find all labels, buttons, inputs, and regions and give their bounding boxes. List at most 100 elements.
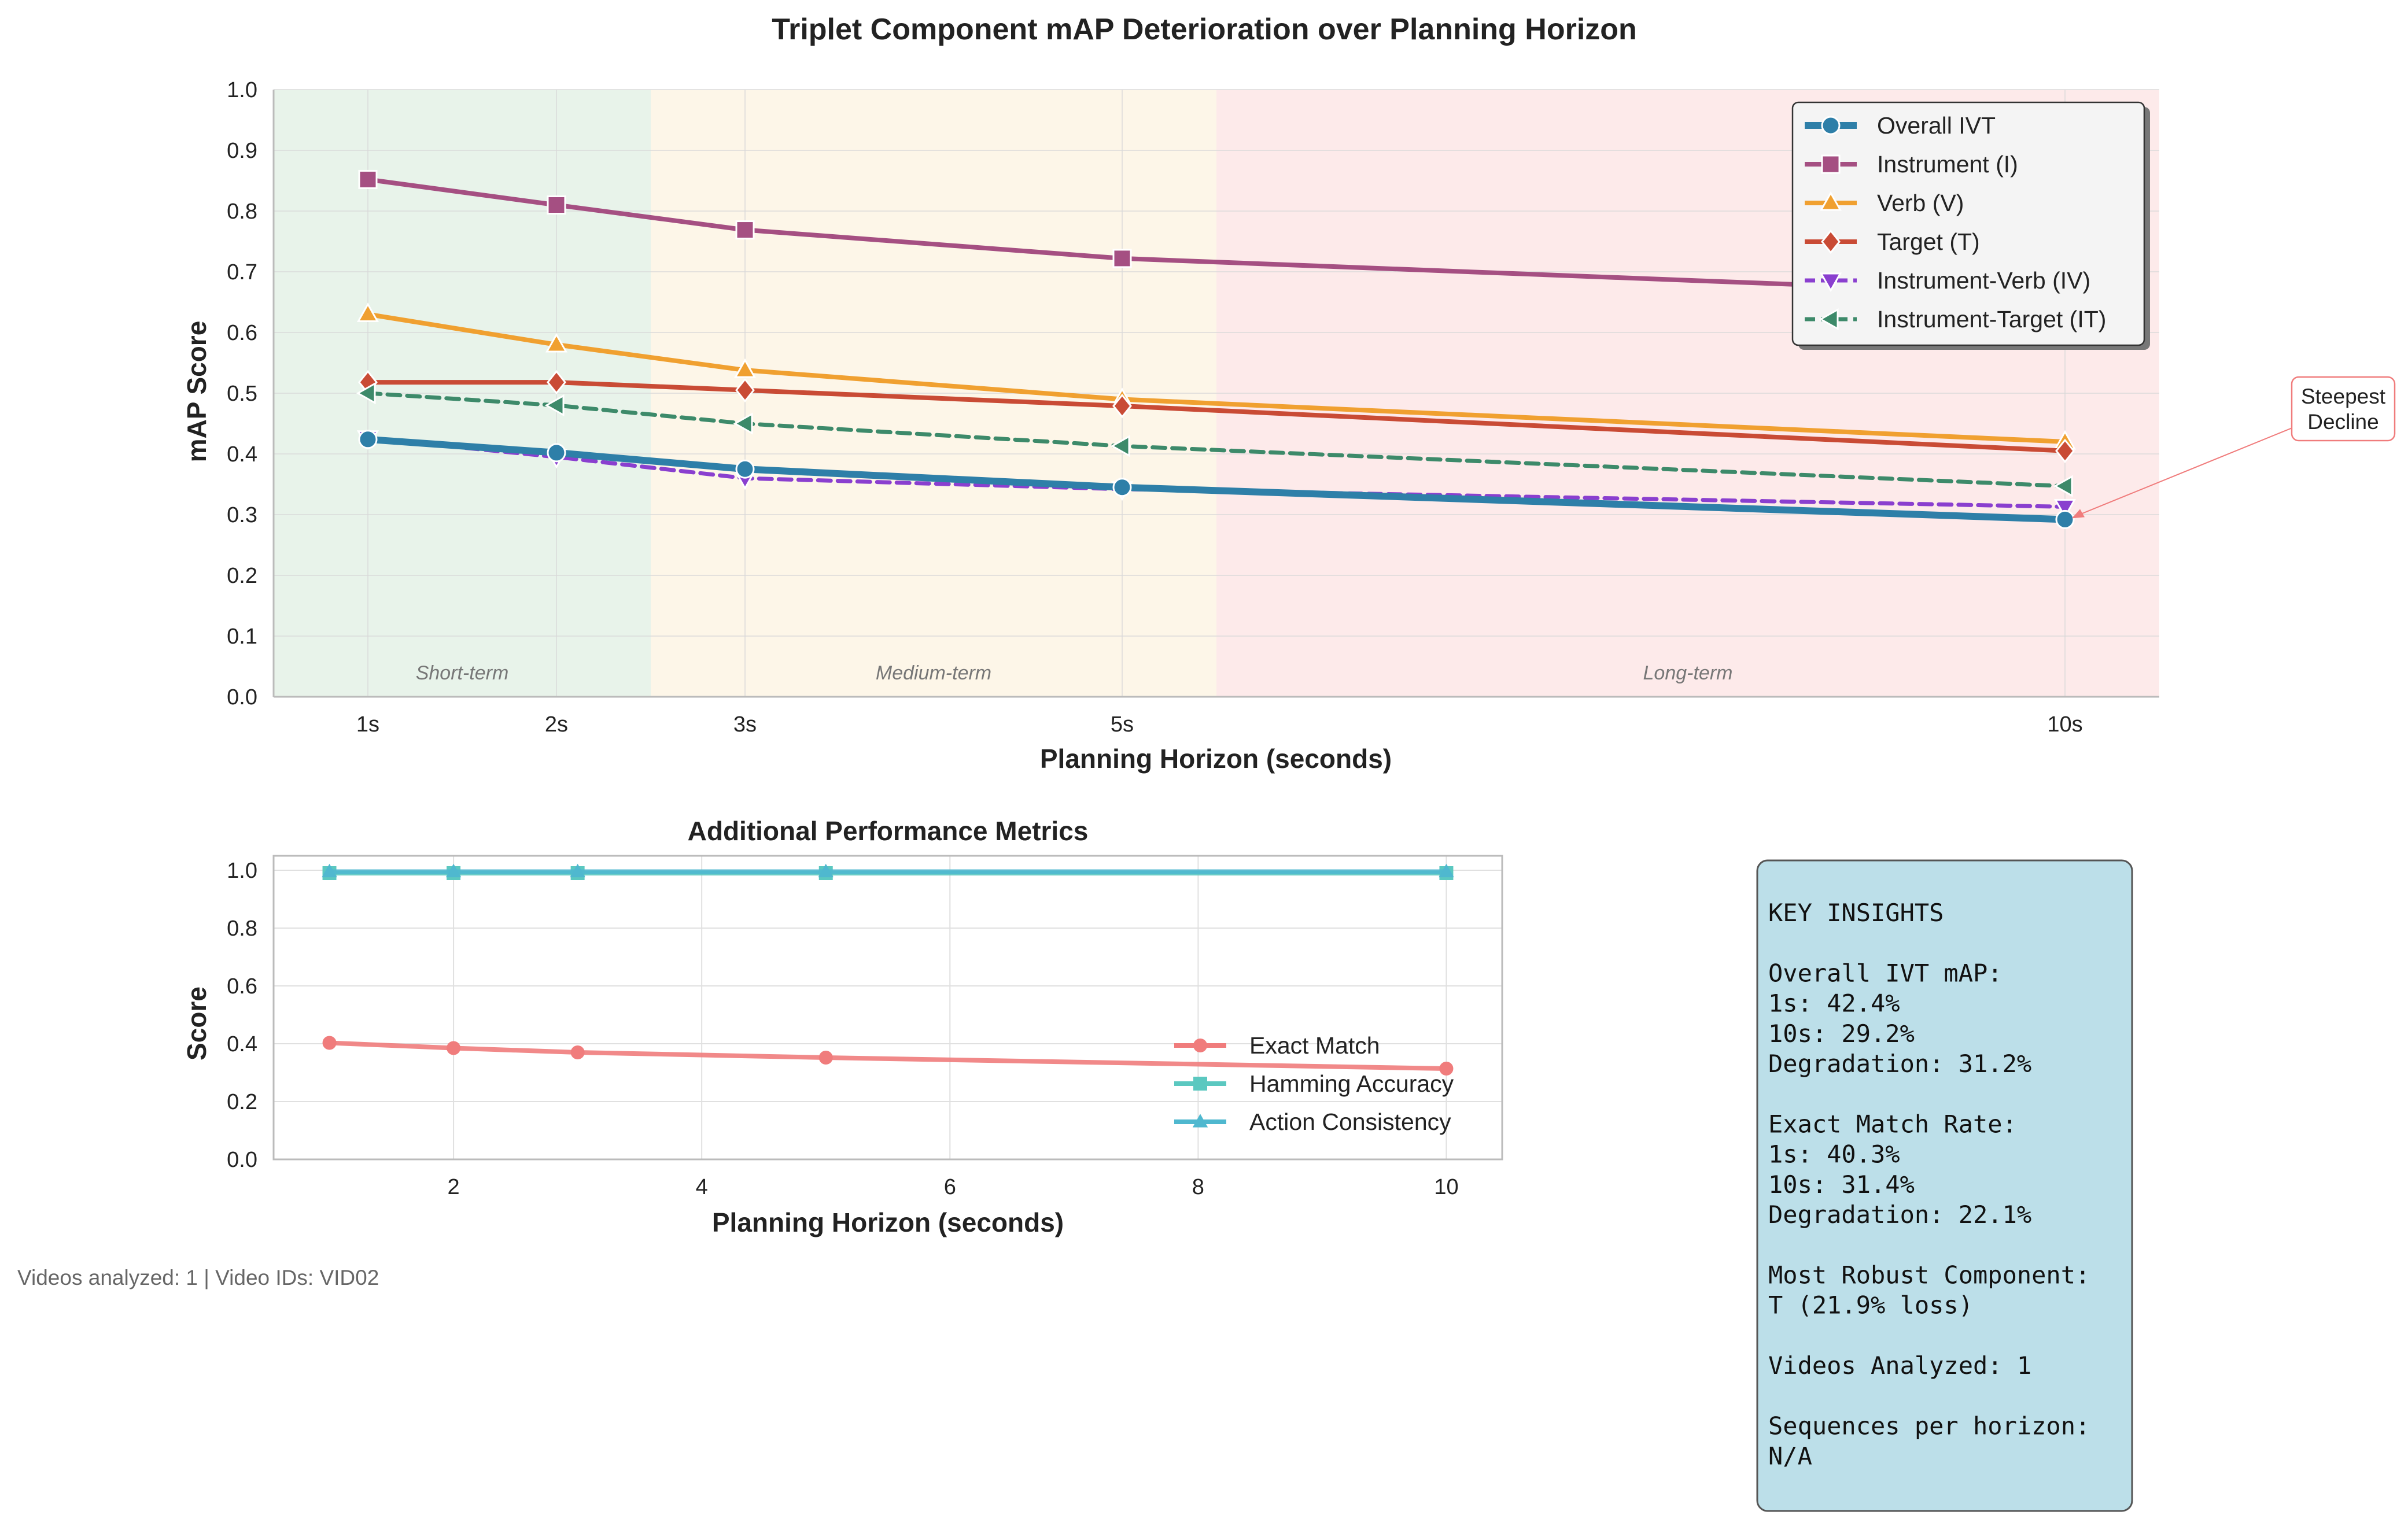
sub-y-tick-label: 0.0 — [227, 1148, 257, 1172]
legend-marker-5 — [1819, 308, 1839, 331]
x-tick-label: 5s — [1111, 712, 1134, 737]
sub-x-tick-label: 2 — [448, 1175, 460, 1199]
data-point-0-3 — [1112, 478, 1132, 497]
data-point-0-1 — [547, 443, 566, 463]
legend-label-2: Verb (V) — [1877, 190, 1964, 216]
sub-chart: 0.0 0.2 0.4 0.6 0.8 1.0 2 4 6 8 10 — [227, 855, 1503, 1199]
main-legend: Overall IVT Instrument (I) Verb (V) Target … — [1791, 101, 2150, 350]
sub-y-tick-label: 0.6 — [227, 974, 257, 999]
legend-label-1: Instrument (I) — [1877, 151, 2018, 178]
y-tick-label: 0.6 — [227, 321, 257, 345]
sub-legend-marker-2 — [1192, 1114, 1208, 1128]
annotation-arrow — [2073, 424, 2300, 518]
insight-line: Degradation: 31.2% — [1768, 1050, 2031, 1078]
sub-ylabel: Score — [182, 986, 212, 1060]
y-tick-label: 1.0 — [227, 78, 257, 102]
sub-x-tick-label: 8 — [1192, 1175, 1204, 1199]
x-tick-label: 3s — [733, 712, 757, 737]
data-point-3-1 — [547, 369, 566, 395]
main-xlabel: Planning Horizon (seconds) — [1040, 744, 1392, 774]
data-point-0-0 — [358, 430, 378, 449]
insight-line: Sequences per horizon: — [1768, 1411, 2090, 1440]
sub-data-point-2-1 — [445, 863, 462, 878]
x-tick-label: 10s — [2047, 712, 2082, 737]
sub-legend-label-2: Action Consistency — [1249, 1108, 1451, 1135]
data-point-2-0 — [356, 302, 379, 322]
x-tick-label: 2s — [545, 712, 568, 737]
sub-legend-label-1: Hamming Accuracy — [1249, 1070, 1454, 1097]
y-tick-label: 0.8 — [227, 199, 257, 224]
annotation-text-line1: Steepest — [2301, 385, 2386, 408]
sub-legend-label-0: Exact Match — [1249, 1032, 1380, 1059]
insight-line: KEY INSIGHTS — [1768, 899, 1944, 927]
region-label-0: Short-term — [416, 662, 509, 684]
sub-data-point-2-2 — [570, 863, 585, 878]
insight-line: 10s: 29.2% — [1768, 1019, 1915, 1048]
data-point-1-1 — [547, 195, 566, 215]
y-tick-label: 0.2 — [227, 564, 257, 588]
data-point-1-0 — [358, 169, 378, 189]
legend-marker-2 — [1819, 191, 1842, 211]
legend-marker-1 — [1821, 154, 1841, 174]
data-point-3-4 — [2055, 438, 2075, 463]
legend-marker-4 — [1819, 272, 1842, 293]
main-ylabel: mAP Score — [182, 321, 212, 463]
data-point-3-3 — [1112, 393, 1132, 419]
y-tick-label: 0.7 — [227, 260, 257, 284]
main-chart-title: Triplet Component mAP Deterioration over… — [772, 13, 1637, 46]
sub-chart-title: Additional Performance Metrics — [688, 816, 1089, 846]
data-point-5-0 — [356, 382, 376, 405]
sub-data-point-0-3 — [818, 1051, 833, 1065]
insight-line: 10s: 31.4% — [1768, 1170, 1915, 1199]
insight-line: N/A — [1768, 1442, 1812, 1470]
sub-legend: Exact Match Hamming Accuracy Action Consis… — [1174, 1032, 1454, 1135]
y-tick-label: 0.3 — [227, 503, 257, 527]
sub-plot-frame — [272, 855, 1503, 1161]
sub-data-point-0-4 — [1439, 1062, 1454, 1076]
data-point-4-4 — [2053, 498, 2077, 519]
insight-line: Most Robust Component: — [1768, 1261, 2090, 1289]
sub-legend-marker-1 — [1193, 1077, 1207, 1091]
legend-label-0: Overall IVT — [1877, 112, 1996, 139]
sub-data-point-0-2 — [570, 1045, 585, 1059]
sub-x-tick-label: 10 — [1434, 1175, 1458, 1199]
legend-marker-0 — [1821, 116, 1841, 135]
insight-line: 1s: 42.4% — [1768, 989, 1900, 1018]
sub-data-point-2-0 — [322, 863, 337, 878]
region-label-1: Medium-term — [876, 662, 991, 684]
data-point-1-2 — [735, 220, 755, 240]
y-tick-label: 0.1 — [227, 625, 257, 649]
data-point-2-1 — [545, 332, 568, 353]
insight-line: 1s: 40.3% — [1768, 1140, 1900, 1169]
sub-x-tick-label: 4 — [696, 1175, 708, 1199]
data-point-5-4 — [2053, 475, 2073, 497]
y-tick-label: 0.9 — [227, 139, 257, 163]
legend-label-4: Instrument-Verb (IV) — [1877, 267, 2090, 294]
data-point-5-3 — [1110, 435, 1130, 457]
sub-data-point-2-3 — [818, 863, 834, 878]
legend-label-5: Instrument-Target (IT) — [1877, 306, 2106, 332]
sub-legend-marker-0 — [1193, 1039, 1207, 1052]
sub-xlabel: Planning Horizon (seconds) — [712, 1207, 1064, 1237]
footer-text: Videos analyzed: 1 | Video IDs: VID02 — [17, 1266, 379, 1289]
insight-line: Videos Analyzed: 1 — [1768, 1351, 2031, 1380]
insight-line: Overall IVT mAP: — [1768, 959, 2003, 987]
legend-box — [1791, 101, 2145, 346]
data-point-0-2 — [735, 459, 755, 479]
y-tick-label: 0.4 — [227, 442, 257, 467]
sub-x-tick-label: 6 — [944, 1175, 956, 1199]
region-label-2: Long-term — [1643, 662, 1733, 684]
legend-marker-3 — [1821, 229, 1841, 254]
data-point-5-1 — [544, 394, 565, 417]
data-point-5-2 — [733, 412, 753, 435]
annotation-arrowhead — [2072, 509, 2085, 519]
sub-y-tick-label: 0.8 — [227, 917, 257, 941]
sub-y-tick-label: 1.0 — [227, 859, 257, 883]
y-tick-label: 0.0 — [227, 685, 257, 710]
sub-data-point-0-0 — [322, 1036, 337, 1050]
main-chart: Short-term Medium-term Long-term 0.0 0.1 0.2 0… — [227, 78, 2159, 737]
